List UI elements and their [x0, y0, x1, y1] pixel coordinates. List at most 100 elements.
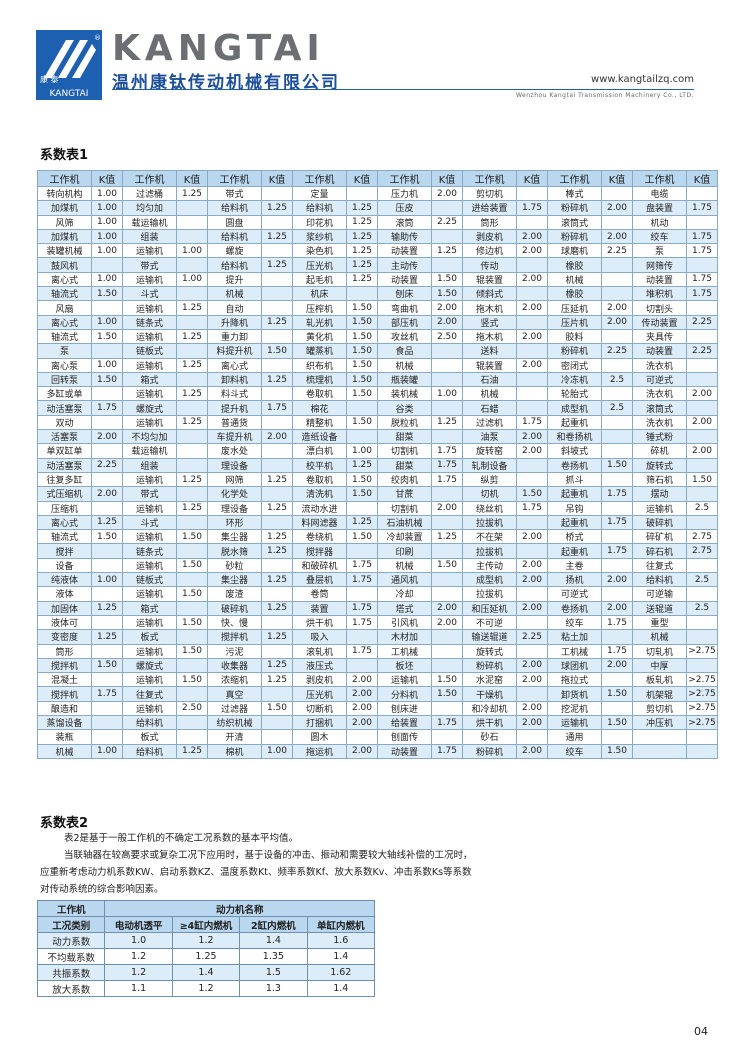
k-value: 1.75: [346, 614, 378, 631]
machine: 动活塞泵: [37, 400, 92, 416]
machine: 谷类: [377, 400, 432, 416]
machine: 箱式: [122, 600, 177, 616]
machine: 压光机: [292, 257, 347, 273]
machine: 碎矿机: [632, 529, 687, 545]
table-row: 共振系数 1.2 1.4 1.5 1.62: [36, 964, 376, 981]
k-value: 1.25: [431, 529, 463, 545]
coefficient-table-1: 工作机 K值 工作机 K值 工作机 K值 工作机 K值 工作机 K值 工作机 K值 工作机 K值 工作机 K值…: [37, 170, 718, 759]
k-value: 1.00: [91, 271, 123, 288]
section-title: 系数表2: [40, 816, 89, 831]
k-value: 2.00: [601, 572, 633, 588]
machine: 带式: [122, 486, 177, 502]
machine: 装瓶: [37, 729, 92, 745]
machine: 不在架: [462, 529, 517, 545]
k-value: 1.75: [431, 471, 463, 488]
k-value: [176, 629, 208, 645]
table-row: 不均载系数 1.2 1.25 1.35 1.4: [36, 948, 376, 965]
k-value: [176, 257, 208, 273]
k-value: 1.25: [346, 243, 378, 259]
machine: 加煤机: [37, 200, 92, 216]
machine: 加固体: [37, 600, 92, 616]
machine: 动活塞泵: [37, 457, 92, 473]
machine: 部压机: [377, 314, 432, 330]
k-value: [431, 228, 463, 245]
k-value: 1.50: [91, 328, 123, 345]
k-value: 2.00: [516, 328, 548, 345]
machine: 压力机: [377, 185, 432, 202]
machine: 通风机: [377, 572, 432, 588]
table-row: 多缸或单 运输机 1.25 料斗式 卷取机 1.50 装机械 1.00 机械 轮胎式 洗衣机 2.00: [37, 386, 718, 402]
machine: 卷筒: [292, 586, 347, 602]
machine: 真空: [207, 686, 262, 702]
machine: 运输机: [122, 471, 177, 488]
k-value: 1.50: [176, 672, 208, 688]
k-value: [346, 586, 378, 602]
header-cell: ≥4缸内燃机: [171, 916, 241, 933]
machine: 动装置: [377, 271, 432, 288]
machine: 提升: [207, 271, 262, 288]
header-cell: K值: [686, 170, 718, 187]
k-value: [601, 357, 633, 373]
machine: 料斗式: [207, 386, 262, 402]
k-value: 1.25: [261, 200, 293, 216]
website: www.kangtailzq.com: [591, 74, 694, 85]
k-value: 1.50: [176, 643, 208, 659]
k-value: 1.50: [176, 529, 208, 545]
k-value: 1.75: [91, 400, 123, 416]
k-value: 1.25: [261, 543, 293, 559]
machine: 化学处: [207, 486, 262, 502]
k-value: [601, 672, 633, 688]
k-value: 2.00: [431, 500, 463, 516]
k-value: 1.25: [346, 214, 378, 230]
k-value: 1.50: [431, 271, 463, 288]
machine: 传动装置: [632, 314, 687, 330]
machine: 式压缩机: [37, 486, 92, 502]
header-cell: K值: [91, 170, 123, 187]
machine: 纺织机械: [207, 714, 262, 731]
k-value: [261, 386, 293, 402]
header-cell: 工作机: [207, 170, 262, 187]
machine: 给装置: [377, 714, 432, 731]
k-value: 1.50: [601, 714, 633, 731]
k-value: [686, 614, 718, 631]
k-value: 2.5: [601, 400, 633, 416]
machine: 球团机: [547, 657, 602, 674]
description: 表2是基于一般工作机的不确定工况系数的基本平均值。 当联轴器在较高要求或复杂工况…: [40, 830, 480, 898]
k-value: [346, 729, 378, 745]
k-value: 1.50: [431, 686, 463, 702]
machine: 滚轧机: [292, 643, 347, 659]
k-value: [516, 643, 548, 659]
machine: 重力卸: [207, 328, 262, 345]
k-value: 2.00: [431, 314, 463, 330]
machine: 箱式: [122, 371, 177, 388]
machine: 单双缸单: [37, 443, 92, 459]
k-value: [176, 600, 208, 616]
k-value: 1.50: [346, 314, 378, 330]
header-cell: K值: [431, 170, 463, 187]
machine: 刨床: [377, 286, 432, 302]
k-value: [431, 514, 463, 531]
machine: 机械: [377, 357, 432, 373]
k-value: 1.50: [346, 414, 378, 431]
machine: 多缸或单: [37, 386, 92, 402]
machine: 风筛: [37, 214, 92, 230]
k-value: [91, 586, 123, 602]
k-value: 2.00: [346, 700, 378, 716]
k-value: [601, 414, 633, 431]
machine: 装罐机械: [37, 243, 92, 259]
machine: 链板式: [122, 572, 177, 588]
k-value: [91, 557, 123, 574]
coefficient-table-2: 工作机 动力机名称 工况类别 电动机透平 ≥4缸内燃机 2缸内燃机 单缸内燃机 动力系数 1.0…: [36, 900, 376, 997]
k-value: [176, 514, 208, 531]
k-value: [346, 286, 378, 302]
machine: 浆纱机: [292, 228, 347, 245]
k-value: [516, 729, 548, 745]
machine: 动装置: [632, 343, 687, 359]
k-value: 2.00: [91, 486, 123, 502]
machine: 泵: [37, 343, 92, 359]
table-row: 机械 1.00 给料机 1.25 棉机 1.00 拖运机 2.00 动装置 1.75 粉碎机 2.00…: [37, 743, 718, 759]
machine: 载运输机: [122, 214, 177, 230]
k-value: 1.75: [686, 200, 718, 216]
paragraph: 表2是基于一般工作机的不确定工况系数的基本平均值。: [64, 833, 299, 844]
machine: 给料机: [207, 228, 262, 245]
